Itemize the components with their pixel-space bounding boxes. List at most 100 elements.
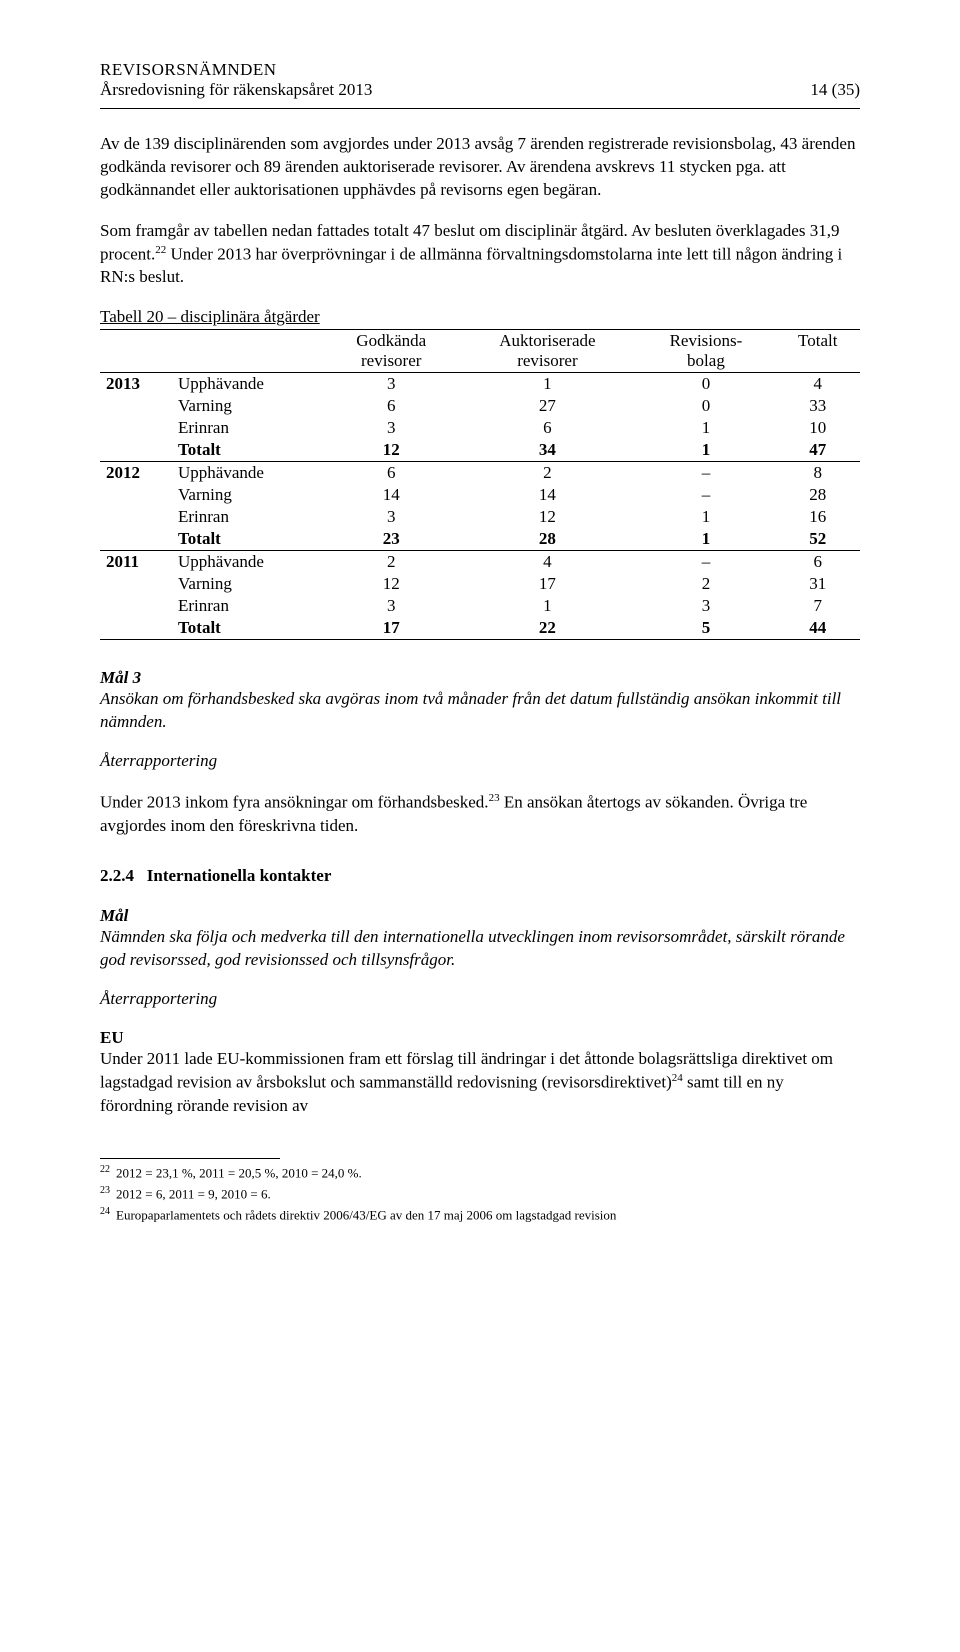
footnote-num: 22 bbox=[100, 1164, 110, 1175]
value-cell: 1 bbox=[636, 439, 775, 462]
table-head: Godkändarevisorer Auktoriseraderevisorer… bbox=[100, 330, 860, 373]
value-cell: 6 bbox=[324, 462, 458, 485]
value-cell: 44 bbox=[776, 617, 860, 640]
aterrapport-label-1: Återrapportering bbox=[100, 750, 860, 773]
year-cell bbox=[100, 528, 172, 551]
value-cell: 10 bbox=[776, 417, 860, 439]
value-cell: 17 bbox=[458, 573, 636, 595]
footnote-text: 2012 = 23,1 %, 2011 = 20,5 %, 2010 = 24,… bbox=[116, 1165, 362, 1180]
mal-label: Mål bbox=[100, 906, 860, 926]
footnote-ref-23: 23 bbox=[489, 792, 500, 804]
section-224-num: 2.2.4 bbox=[100, 866, 134, 885]
table-row: Varning1217231 bbox=[100, 573, 860, 595]
value-cell: 34 bbox=[458, 439, 636, 462]
value-cell: 2 bbox=[324, 551, 458, 574]
page-header: REVISORSNÄMNDEN Årsredovisning för räken… bbox=[100, 60, 860, 100]
value-cell: 27 bbox=[458, 395, 636, 417]
footnote-num: 23 bbox=[100, 1185, 110, 1196]
footnote: 24 Europaparlamentets och rådets direktiv… bbox=[100, 1205, 860, 1224]
table-row: Erinran36110 bbox=[100, 417, 860, 439]
value-cell: 3 bbox=[636, 595, 775, 617]
row-label: Upphävande bbox=[172, 373, 324, 396]
value-cell: 1 bbox=[636, 417, 775, 439]
value-cell: 12 bbox=[458, 506, 636, 528]
value-cell: 52 bbox=[776, 528, 860, 551]
value-cell: 3 bbox=[324, 417, 458, 439]
discipline-table: Godkändarevisorer Auktoriseraderevisorer… bbox=[100, 329, 860, 640]
value-cell: 17 bbox=[324, 617, 458, 640]
footnote: 22 2012 = 23,1 %, 2011 = 20,5 %, 2010 = 2… bbox=[100, 1163, 860, 1182]
footnote-ref-24: 24 bbox=[672, 1072, 683, 1084]
value-cell: 3 bbox=[324, 506, 458, 528]
year-cell bbox=[100, 573, 172, 595]
value-cell: 7 bbox=[776, 595, 860, 617]
row-label: Totalt bbox=[172, 617, 324, 640]
footnote: 23 2012 = 6, 2011 = 9, 2010 = 6. bbox=[100, 1184, 860, 1203]
value-cell: 1 bbox=[636, 506, 775, 528]
value-cell: 2 bbox=[458, 462, 636, 485]
value-cell: 23 bbox=[324, 528, 458, 551]
row-label: Totalt bbox=[172, 528, 324, 551]
value-cell: – bbox=[636, 484, 775, 506]
mal3-text: Ansökan om förhandsbesked ska avgöras in… bbox=[100, 688, 860, 734]
value-cell: 5 bbox=[636, 617, 775, 640]
value-cell: 6 bbox=[776, 551, 860, 574]
row-label: Totalt bbox=[172, 439, 324, 462]
value-cell: 12 bbox=[324, 573, 458, 595]
year-cell bbox=[100, 417, 172, 439]
table-row: 2013Upphävande3104 bbox=[100, 373, 860, 396]
header-line2: Årsredovisning för räkenskapsåret 2013 1… bbox=[100, 80, 860, 100]
row-label: Varning bbox=[172, 484, 324, 506]
year-cell bbox=[100, 484, 172, 506]
value-cell: 3 bbox=[324, 595, 458, 617]
value-cell: 4 bbox=[458, 551, 636, 574]
value-cell: 1 bbox=[458, 595, 636, 617]
eu-label: EU bbox=[100, 1028, 860, 1048]
table-caption: Tabell 20 – disciplinära åtgärder bbox=[100, 307, 860, 327]
paragraph-3: Under 2013 inkom fyra ansökningar om för… bbox=[100, 791, 860, 838]
table-row: Varning627033 bbox=[100, 395, 860, 417]
value-cell: 14 bbox=[324, 484, 458, 506]
value-cell: 8 bbox=[776, 462, 860, 485]
th-empty2 bbox=[172, 330, 324, 373]
value-cell: 22 bbox=[458, 617, 636, 640]
section-224-heading: 2.2.4 Internationella kontakter bbox=[100, 866, 860, 886]
th-revisionsbolag: Revisions-bolag bbox=[636, 330, 775, 373]
footnote-text: Europaparlamentets och rådets direktiv 2… bbox=[116, 1208, 616, 1223]
header-rule bbox=[100, 108, 860, 109]
year-cell: 2012 bbox=[100, 462, 172, 485]
mal3-label: Mål 3 bbox=[100, 668, 860, 688]
value-cell: 33 bbox=[776, 395, 860, 417]
section-224-title: Internationella kontakter bbox=[147, 866, 332, 885]
value-cell: 3 bbox=[324, 373, 458, 396]
value-cell: – bbox=[636, 551, 775, 574]
row-label: Erinran bbox=[172, 595, 324, 617]
value-cell: 2 bbox=[636, 573, 775, 595]
header-org: REVISORSNÄMNDEN bbox=[100, 60, 860, 80]
row-label: Erinran bbox=[172, 506, 324, 528]
header-pageref: 14 (35) bbox=[810, 80, 860, 100]
footnote-ref-22: 22 bbox=[155, 244, 166, 256]
value-cell: 0 bbox=[636, 373, 775, 396]
value-cell: 1 bbox=[458, 373, 636, 396]
table-row: Totalt1722544 bbox=[100, 617, 860, 640]
table-row: Erinran3137 bbox=[100, 595, 860, 617]
value-cell: 28 bbox=[458, 528, 636, 551]
footnote-text: 2012 = 6, 2011 = 9, 2010 = 6. bbox=[116, 1186, 271, 1201]
th-totalt: Totalt bbox=[776, 330, 860, 373]
th-godkanda: Godkändarevisorer bbox=[324, 330, 458, 373]
aterrapport-label-2: Återrapportering bbox=[100, 988, 860, 1011]
value-cell: 28 bbox=[776, 484, 860, 506]
row-label: Erinran bbox=[172, 417, 324, 439]
footnote-num: 24 bbox=[100, 1206, 110, 1217]
row-label: Upphävande bbox=[172, 462, 324, 485]
paragraph-4: Under 2011 lade EU-kommissionen fram ett… bbox=[100, 1048, 860, 1117]
th-auktoriserade: Auktoriseraderevisorer bbox=[458, 330, 636, 373]
table-row: 2012Upphävande62–8 bbox=[100, 462, 860, 485]
value-cell: 6 bbox=[458, 417, 636, 439]
value-cell: 31 bbox=[776, 573, 860, 595]
paragraph-1: Av de 139 disciplinärenden som avgjordes… bbox=[100, 133, 860, 202]
value-cell: 0 bbox=[636, 395, 775, 417]
header-subtitle: Årsredovisning för räkenskapsåret 2013 bbox=[100, 80, 372, 100]
table-row: Totalt2328152 bbox=[100, 528, 860, 551]
